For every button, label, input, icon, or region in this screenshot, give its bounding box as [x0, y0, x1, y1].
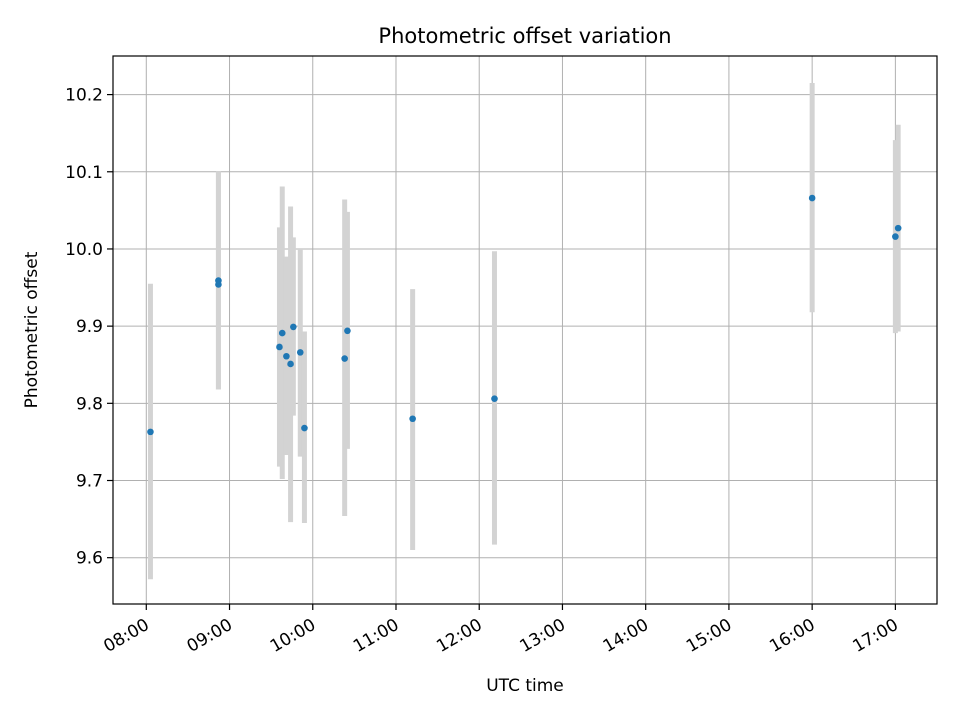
- data-point: [892, 233, 899, 240]
- y-axis: 9.6 9.7 9.8 9.9 10.0 10.1 10.2: [65, 86, 113, 569]
- y-tick-label: 9.9: [76, 317, 103, 337]
- data-point: [278, 329, 286, 337]
- plot-frame: [112, 55, 938, 605]
- y-tick-label: 9.6: [76, 549, 103, 569]
- y-tick-label: 10.1: [65, 163, 103, 183]
- y-tick-label: 10.0: [65, 240, 103, 260]
- data-point: [808, 194, 816, 202]
- data-point: [287, 360, 294, 368]
- grid: [113, 56, 937, 604]
- data-point: [301, 424, 308, 432]
- data-point: [296, 349, 304, 356]
- data-point: [283, 352, 290, 360]
- data-points: [147, 194, 902, 436]
- x-axis-label: UTC time: [486, 676, 564, 696]
- data-point: [147, 428, 154, 436]
- data-point: [409, 415, 416, 423]
- data-point: [215, 281, 222, 288]
- y-tick-label: 9.8: [76, 394, 103, 414]
- y-axis-label: Photometric offset: [22, 251, 42, 408]
- chart-title: Photometric offset variation: [378, 24, 671, 48]
- data-point: [341, 355, 348, 362]
- data-point: [290, 323, 297, 331]
- y-tick-label: 9.7: [76, 472, 103, 492]
- y-tick-label: 10.2: [65, 86, 103, 106]
- data-point: [344, 327, 351, 335]
- data-point: [894, 224, 902, 232]
- data-point: [491, 395, 498, 402]
- data-point: [276, 343, 283, 351]
